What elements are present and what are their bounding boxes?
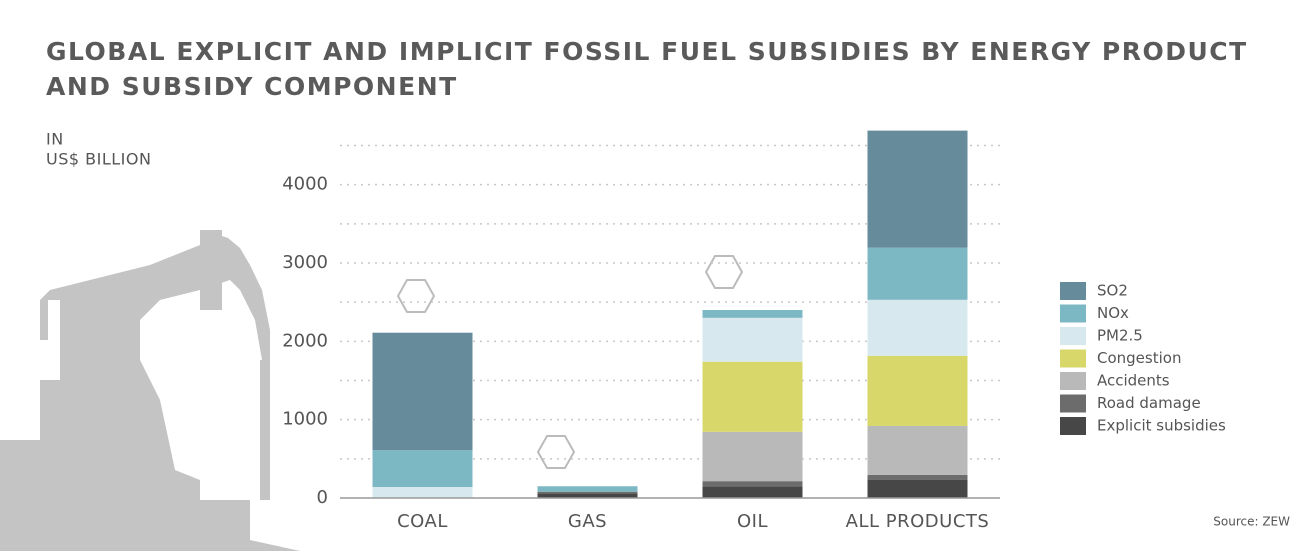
y-tick-label: 2000 (282, 330, 328, 351)
bar-segment (702, 486, 803, 498)
bar-segment (867, 130, 968, 248)
pump-jack-illustration (0, 230, 300, 551)
frame (100, 330, 160, 470)
horse-head (200, 230, 222, 310)
x-tick-label: OIL (737, 511, 768, 532)
bar-segment (537, 491, 638, 494)
y-tick-label: 0 (317, 487, 328, 508)
x-tick-label: GAS (568, 511, 607, 532)
legend-label: Congestion (1097, 349, 1181, 367)
gas-icon (536, 435, 576, 469)
legend-label: Accidents (1097, 372, 1170, 390)
bar-segment (702, 310, 803, 318)
oil-icon (704, 255, 744, 289)
bar-segment (867, 474, 968, 480)
legend-swatch (1060, 282, 1086, 300)
y-axis-label: US$ BILLION (46, 150, 151, 169)
chart-title: AND SUBSIDY COMPONENT (46, 72, 458, 101)
bar-segment (372, 332, 473, 451)
y-tick-label: 4000 (282, 174, 328, 195)
bar-segment (867, 479, 968, 498)
legend-swatch (1060, 372, 1086, 390)
legend-swatch (1060, 394, 1086, 413)
bar-segment (537, 493, 638, 498)
legend-label: Road damage (1097, 394, 1201, 412)
bar-segment (867, 425, 968, 475)
well-pipe (260, 360, 270, 500)
bar-segment (372, 487, 473, 498)
legend-label: Explicit subsidies (1097, 417, 1226, 435)
icons (396, 255, 744, 469)
bar-segment (372, 450, 473, 488)
legend-label: NOx (1097, 304, 1129, 322)
bar-segment (867, 299, 968, 356)
x-tick-label: ALL PRODUCTS (846, 511, 990, 532)
legend-label: SO2 (1097, 282, 1128, 300)
y-tick-label: 3000 (282, 252, 328, 273)
legend-label: PM2.5 (1097, 327, 1143, 345)
legend-swatch (1060, 327, 1086, 345)
legend-swatch (1060, 349, 1086, 368)
source: Source: ZEW (1213, 515, 1290, 529)
bar-segment (867, 247, 968, 300)
bar-segment (702, 317, 803, 362)
legend-swatch (1060, 304, 1086, 323)
bar-segment (702, 481, 803, 487)
bar-segment (702, 431, 803, 482)
bar-segment (537, 486, 638, 492)
chart-title: GLOBAL EXPLICIT AND IMPLICIT FOSSIL FUEL… (46, 37, 1248, 66)
coal-icon (396, 279, 436, 313)
x-tick-label: COAL (397, 511, 448, 532)
legend-swatch (1060, 417, 1086, 435)
bar-segment (867, 355, 968, 426)
bar-segment (702, 361, 803, 432)
y-axis-label: IN (46, 130, 64, 149)
base (30, 480, 110, 551)
y-tick-label: 1000 (282, 409, 328, 430)
